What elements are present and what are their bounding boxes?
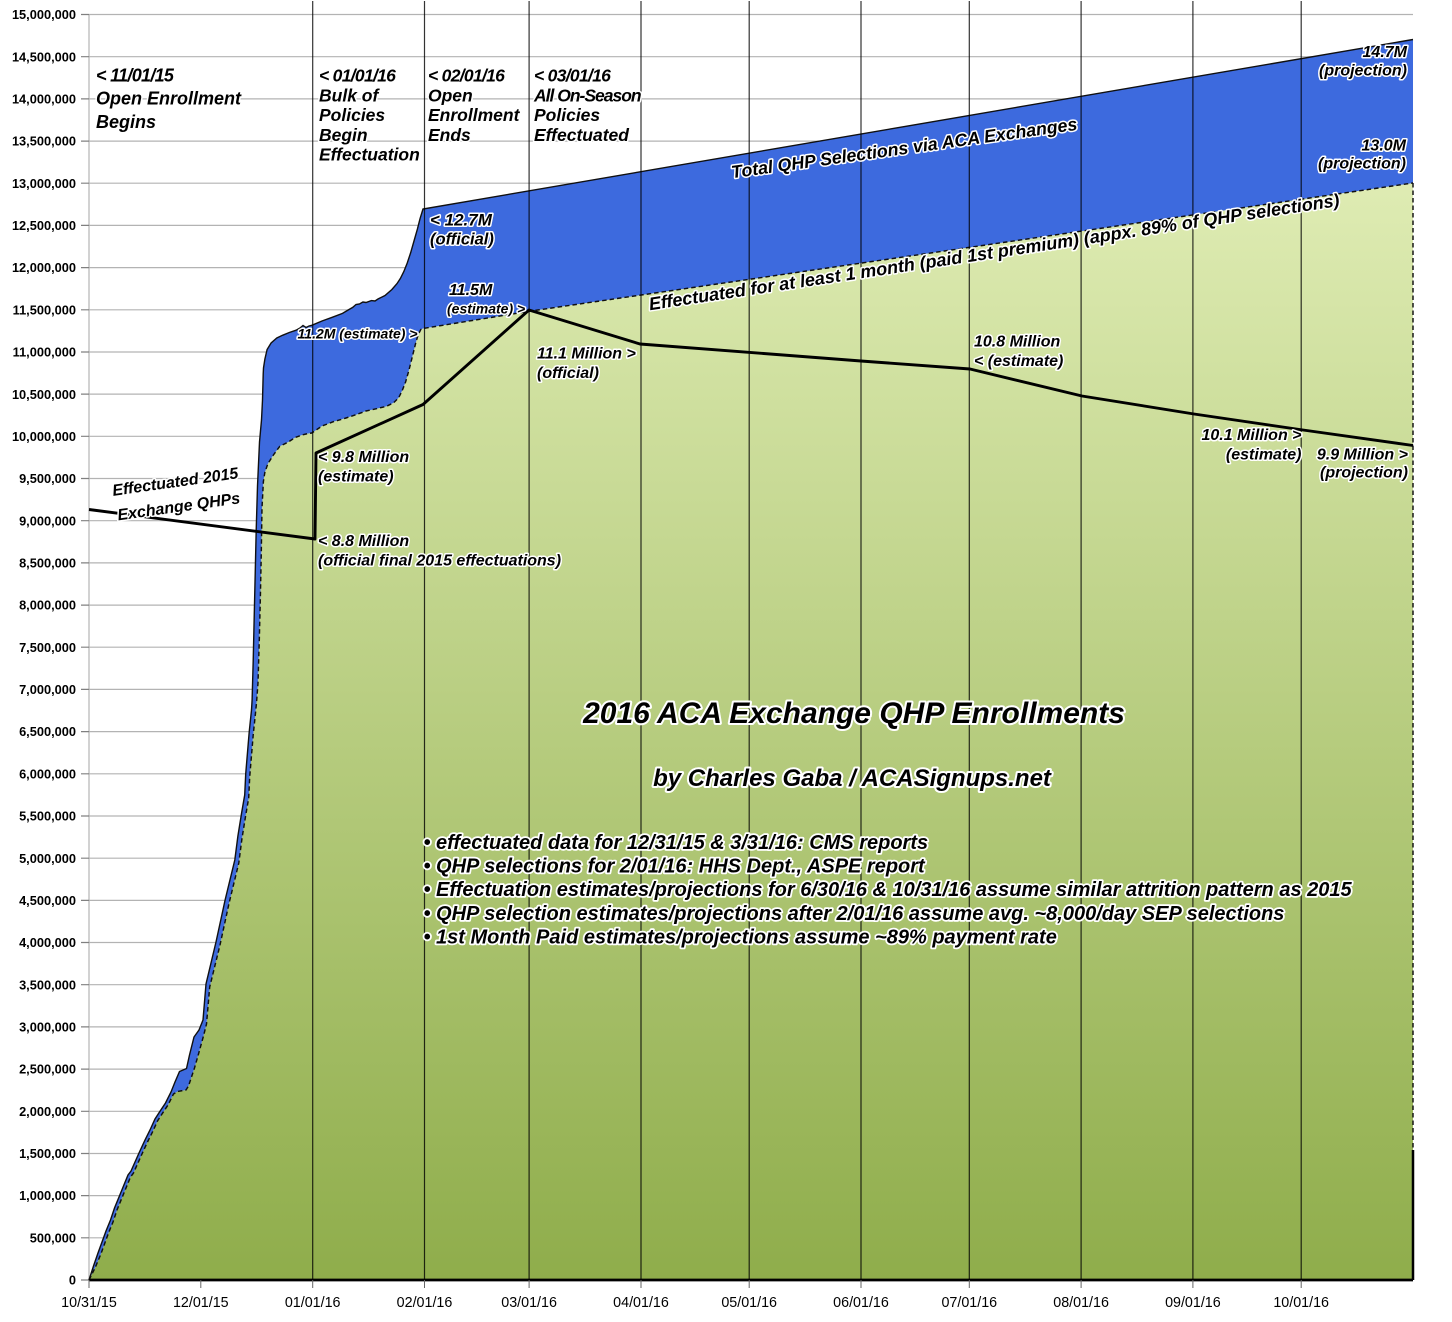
svg-text:11,500,000: 11,500,000 xyxy=(13,302,76,317)
svg-text:4,500,000: 4,500,000 xyxy=(19,893,76,908)
svg-text:1,500,000: 1,500,000 xyxy=(19,1146,76,1161)
svg-text:by Charles Gaba / ACASignups.n: by Charles Gaba / ACASignups.net xyxy=(653,765,1052,792)
svg-text:06/01/16: 06/01/16 xyxy=(833,1295,889,1311)
svg-text:• QHP selections for 2/01/16:: • QHP selections for 2/01/16: HHS Dept.,… xyxy=(424,856,927,878)
svg-text:6,000,000: 6,000,000 xyxy=(19,766,76,781)
svg-text:Open Enrollment: Open Enrollment xyxy=(96,89,242,109)
svg-text:2016 ACA Exchange QHP Enrollme: 2016 ACA Exchange QHP Enrollments xyxy=(582,697,1125,730)
svg-text:< (estimate): < (estimate) xyxy=(974,353,1063,370)
svg-text:< 8.8 Million: < 8.8 Million xyxy=(318,533,409,550)
svg-text:(projection): (projection) xyxy=(1318,156,1406,173)
svg-text:4,000,000: 4,000,000 xyxy=(19,935,76,950)
svg-text:10.1 Million >: 10.1 Million > xyxy=(1201,427,1301,444)
svg-text:13,500,000: 13,500,000 xyxy=(12,134,76,149)
svg-text:2,500,000: 2,500,000 xyxy=(19,1062,76,1077)
svg-text:7,000,000: 7,000,000 xyxy=(19,682,76,697)
svg-text:11,000,000: 11,000,000 xyxy=(13,345,76,360)
svg-text:(official): (official) xyxy=(537,365,599,382)
svg-text:9,000,000: 9,000,000 xyxy=(19,513,76,528)
svg-text:< 9.8 Million: < 9.8 Million xyxy=(318,449,409,466)
svg-text:Effectuation: Effectuation xyxy=(319,145,420,165)
svg-text:11.5M: 11.5M xyxy=(449,282,493,299)
svg-text:2,000,000: 2,000,000 xyxy=(19,1104,76,1119)
svg-text:5,000,000: 5,000,000 xyxy=(19,851,76,866)
svg-text:10.8 Million: 10.8 Million xyxy=(974,334,1060,351)
svg-text:• 1st Month Paid estimates/pro: • 1st Month Paid estimates/projections a… xyxy=(424,926,1057,948)
svg-text:05/01/16: 05/01/16 xyxy=(721,1295,777,1311)
svg-text:3,500,000: 3,500,000 xyxy=(19,977,76,992)
svg-text:8,500,000: 8,500,000 xyxy=(19,556,76,571)
svg-text:Ends: Ends xyxy=(428,125,471,145)
svg-text:(official): (official) xyxy=(430,231,494,249)
svg-text:< 12.7M: < 12.7M xyxy=(430,211,493,230)
svg-text:(estimate) >: (estimate) > xyxy=(447,301,525,317)
svg-text:01/01/16: 01/01/16 xyxy=(285,1295,341,1311)
svg-text:13.0M: 13.0M xyxy=(1362,138,1407,155)
svg-text:(official final 2015 effectuat: (official final 2015 effectuations) xyxy=(318,553,561,570)
svg-text:11.2M (estimate) >: 11.2M (estimate) > xyxy=(298,326,418,342)
svg-text:11.1 Million >: 11.1 Million > xyxy=(537,346,636,363)
svg-text:< 03/01/16: < 03/01/16 xyxy=(534,66,611,86)
svg-text:• QHP selection estimates/proj: • QHP selection estimates/projections af… xyxy=(424,903,1285,925)
svg-text:3,000,000: 3,000,000 xyxy=(19,1020,76,1035)
svg-text:9,500,000: 9,500,000 xyxy=(19,471,76,486)
svg-text:< 01/01/16: < 01/01/16 xyxy=(319,66,396,86)
svg-text:Begins: Begins xyxy=(96,112,156,132)
svg-text:Open: Open xyxy=(428,85,473,105)
svg-text:500,000: 500,000 xyxy=(30,1230,76,1245)
svg-text:14.7M: 14.7M xyxy=(1363,44,1408,61)
svg-text:Bulk of: Bulk of xyxy=(319,85,380,105)
svg-text:7,500,000: 7,500,000 xyxy=(19,640,76,655)
svg-text:10/31/15: 10/31/15 xyxy=(61,1295,117,1311)
svg-text:Policies: Policies xyxy=(319,105,385,125)
svg-text:12,500,000: 12,500,000 xyxy=(12,218,76,233)
svg-text:10/01/16: 10/01/16 xyxy=(1273,1295,1329,1311)
svg-text:15,000,000: 15,000,000 xyxy=(12,7,76,22)
svg-text:Effectuated: Effectuated xyxy=(534,125,629,145)
svg-text:12,000,000: 12,000,000 xyxy=(12,260,76,275)
svg-text:9.9 Million >: 9.9 Million > xyxy=(1317,447,1408,464)
svg-text:13,000,000: 13,000,000 xyxy=(12,176,76,191)
svg-text:10,500,000: 10,500,000 xyxy=(12,387,76,402)
svg-text:• Effectuation estimates/proje: • Effectuation estimates/projections for… xyxy=(424,879,1353,901)
svg-text:Enrollment: Enrollment xyxy=(428,105,521,125)
svg-text:07/01/16: 07/01/16 xyxy=(941,1295,997,1311)
svg-text:(projection): (projection) xyxy=(1319,63,1407,80)
svg-text:(estimate): (estimate) xyxy=(1226,447,1302,464)
svg-text:(projection): (projection) xyxy=(1320,465,1408,482)
svg-text:14,000,000: 14,000,000 xyxy=(12,92,76,107)
svg-text:03/01/16: 03/01/16 xyxy=(501,1295,557,1311)
svg-text:04/01/16: 04/01/16 xyxy=(613,1295,669,1311)
svg-text:12/01/15: 12/01/15 xyxy=(173,1295,229,1311)
svg-text:8,000,000: 8,000,000 xyxy=(19,598,76,613)
svg-text:< 02/01/16: < 02/01/16 xyxy=(428,66,505,86)
svg-text:Begin: Begin xyxy=(319,125,368,145)
svg-text:Policies: Policies xyxy=(534,105,600,125)
svg-text:< 11/01/15: < 11/01/15 xyxy=(96,66,175,86)
svg-text:14,500,000: 14,500,000 xyxy=(12,49,76,64)
svg-text:• effectuated data for 12/31/1: • effectuated data for 12/31/15 & 3/31/1… xyxy=(424,832,929,854)
svg-text:09/01/16: 09/01/16 xyxy=(1165,1295,1221,1311)
svg-text:6,500,000: 6,500,000 xyxy=(19,724,76,739)
svg-text:0: 0 xyxy=(69,1273,76,1288)
svg-text:10,000,000: 10,000,000 xyxy=(12,429,76,444)
svg-text:All On-Season: All On-Season xyxy=(533,85,641,105)
svg-text:5,500,000: 5,500,000 xyxy=(19,809,76,824)
svg-text:1,000,000: 1,000,000 xyxy=(19,1188,76,1203)
svg-text:08/01/16: 08/01/16 xyxy=(1053,1295,1109,1311)
svg-text:(estimate): (estimate) xyxy=(318,469,394,486)
svg-text:02/01/16: 02/01/16 xyxy=(397,1295,453,1311)
